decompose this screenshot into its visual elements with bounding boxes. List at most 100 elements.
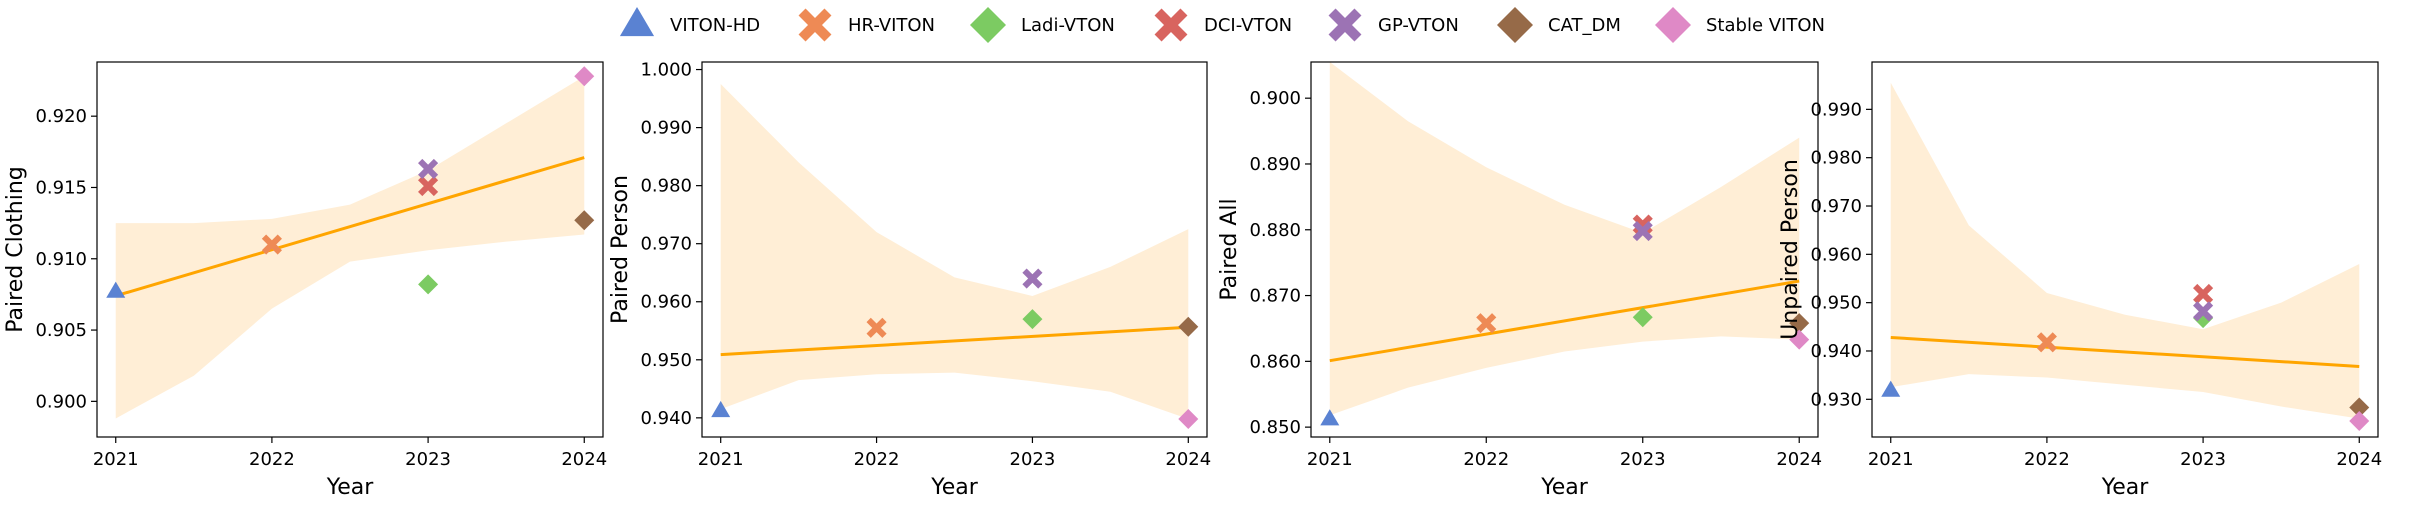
data-point-cat-dm [574, 210, 595, 231]
data-point-hr-viton [866, 317, 887, 338]
x-axis-label: Year [2101, 475, 2150, 500]
legend-item-gp-vton: GP-VTON [1328, 8, 1459, 42]
legend-item-ladi-vton: Ladi-VTON [970, 7, 1115, 43]
data-point-viton-hd [711, 400, 731, 418]
legend-label: CAT_DM [1548, 15, 1621, 36]
chart-panel-paired-person: 2021 2022 2023 2024 0.940 0.950 0.960 0.970 0.98… [608, 60, 1211, 500]
y-tick-label: 0.990 [640, 118, 692, 139]
legend-marker-viton-hd [619, 7, 655, 37]
y-axis-label: Paired Clothing [3, 166, 28, 332]
data-point-cat-dm [1178, 316, 1199, 337]
data-point-hr-viton [2036, 332, 2057, 353]
regression-line [1329, 279, 1800, 363]
confidence-band [1329, 62, 1800, 416]
y-tick-label: 0.900 [35, 391, 87, 412]
x-tick-label: 2022 [1463, 449, 1509, 470]
y-tick-label: 0.970 [640, 234, 692, 255]
y-tick-label: 0.915 [35, 177, 87, 198]
legend-item-dci-vton: DCI-VTON [1154, 8, 1292, 42]
y-tick-label: 0.960 [640, 292, 692, 313]
regression-line [1890, 335, 2360, 368]
chart-panel-unpaired-person: 2021 2022 2023 2024 0.930 0.940 0.950 0.960 0.97… [1778, 61, 2382, 500]
legend-marker-stable-viton [1655, 7, 1691, 43]
data-point-cat-dm [2349, 397, 2370, 418]
data-point-viton-hd [1320, 409, 1340, 426]
confidence-band [1890, 82, 2360, 419]
data-point-hr-viton [261, 234, 282, 255]
legend: VITON-HD HR-VITON Ladi-VTON DCI-VTON GP-VTON… [619, 7, 1825, 43]
data-point-viton-hd [106, 281, 126, 298]
axes-frame [701, 61, 1208, 438]
y-tick-label: 0.905 [35, 320, 87, 341]
legend-marker-hr-viton [798, 8, 832, 42]
y-tick-label: 0.940 [1810, 341, 1862, 362]
x-tick-label: 2022 [249, 449, 295, 470]
x-tick-label: 2023 [1010, 449, 1056, 470]
x-tick-label: 2024 [561, 449, 607, 470]
data-point-gp-vton [1632, 221, 1653, 242]
x-axis-label: Year [930, 475, 979, 500]
x-tick-label: 2022 [854, 449, 900, 470]
legend-marker-gp-vton [1328, 8, 1362, 42]
data-point-stable-viton [2349, 411, 2370, 432]
data-point-stable-viton [1178, 409, 1199, 430]
data-point-gp-vton [1022, 268, 1043, 289]
y-axis-label: Unpaired Person [1778, 159, 1803, 340]
axes-frame [96, 61, 604, 438]
axes-frame [1310, 61, 1819, 438]
legend-marker-ladi-vton [970, 7, 1006, 43]
legend-label: HR-VITON [848, 15, 935, 36]
x-tick-label: 2022 [2024, 449, 2070, 470]
data-point-ladi-vton [418, 274, 439, 295]
y-tick-label: 0.920 [35, 106, 87, 127]
y-tick-label: 0.980 [640, 176, 692, 197]
x-tick-label: 2021 [698, 449, 744, 470]
y-tick-label: 0.860 [1249, 351, 1301, 372]
x-tick-label: 2021 [93, 449, 139, 470]
data-point-hr-viton [1476, 313, 1497, 334]
data-point-viton-hd [1881, 380, 1901, 397]
x-tick-label: 2024 [1776, 449, 1822, 470]
chart-panel-paired-all: 2021 2022 2023 2024 0.850 0.860 0.870 0.880 0.89… [1217, 61, 1822, 500]
data-point-ladi-vton [1022, 309, 1043, 330]
y-tick-label: 0.950 [1810, 293, 1862, 314]
regression-line [720, 325, 1189, 357]
x-axis-label: Year [1540, 475, 1589, 500]
legend-label: VITON-HD [670, 15, 760, 36]
y-tick-label: 0.960 [1810, 244, 1862, 265]
data-point-cat-dm [1789, 313, 1810, 334]
y-tick-label: 0.990 [1810, 99, 1862, 120]
legend-label: GP-VTON [1378, 15, 1459, 36]
y-tick-label: 0.940 [640, 408, 692, 429]
x-tick-label: 2024 [2336, 449, 2382, 470]
y-tick-label: 0.880 [1249, 220, 1301, 241]
axes-frame [1871, 61, 2379, 438]
data-point-dci-vton [2193, 283, 2214, 305]
legend-item-stable-viton: Stable VITON [1655, 7, 1825, 43]
x-tick-label: 2023 [1620, 449, 1666, 470]
legend-label: DCI-VTON [1204, 15, 1292, 36]
data-point-dci-vton [418, 175, 439, 197]
y-tick-label: 0.900 [1249, 88, 1301, 109]
y-tick-label: 0.910 [35, 249, 87, 270]
y-tick-label: 0.980 [1810, 148, 1862, 169]
y-tick-label: 0.890 [1249, 154, 1301, 175]
legend-item-viton-hd: VITON-HD [619, 7, 760, 37]
y-tick-label: 0.950 [640, 350, 692, 371]
legend-label: Stable VITON [1706, 15, 1825, 36]
x-tick-label: 2023 [405, 449, 451, 470]
x-tick-label: 2024 [1165, 449, 1211, 470]
chart-panels: 2021 2022 2023 2024 0.900 0.905 0.910 0.915 0.92… [3, 60, 2382, 500]
y-tick-label: 1.000 [640, 60, 692, 81]
regression-line [115, 156, 585, 298]
data-point-stable-viton [1789, 329, 1810, 350]
y-tick-label: 0.970 [1810, 196, 1862, 217]
legend-item-hr-viton: HR-VITON [798, 8, 935, 42]
data-point-gp-vton [418, 158, 439, 179]
x-tick-label: 2021 [1868, 449, 1914, 470]
x-tick-label: 2023 [2180, 449, 2226, 470]
y-tick-label: 0.870 [1249, 286, 1301, 307]
data-point-stable-viton [574, 66, 595, 87]
